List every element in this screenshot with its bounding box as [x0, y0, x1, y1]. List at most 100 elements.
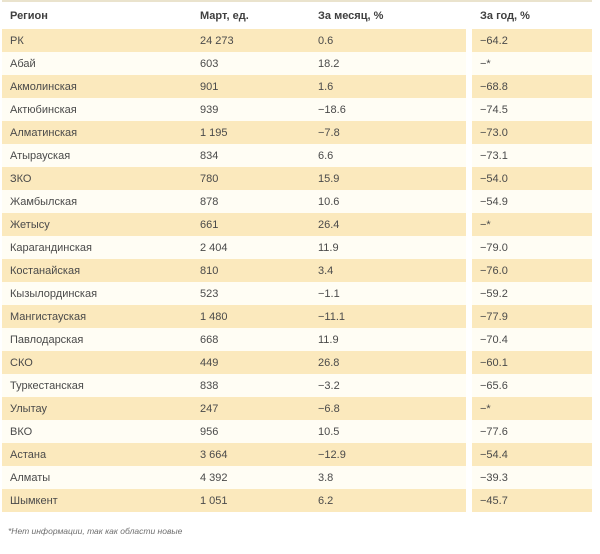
table-row: Шымкент 1 051 6.2 −45.7 — [2, 489, 592, 512]
table-row: Алматинская 1 195 −7.8 −73.0 — [2, 121, 592, 144]
table-row: Актюбинская 939 −18.6 −74.5 — [2, 98, 592, 121]
march-units-cell: 668 — [192, 328, 310, 351]
march-units-cell: 780 — [192, 167, 310, 190]
table-row: Жетысу 661 26.4 −* — [2, 213, 592, 236]
year-change-cell: −77.9 — [466, 305, 592, 328]
year-change-cell: −70.4 — [466, 328, 592, 351]
march-units-cell: 834 — [192, 144, 310, 167]
region-cell: Костанайская — [2, 259, 192, 282]
region-cell: Алматы — [2, 466, 192, 489]
month-change-cell: 26.8 — [310, 351, 466, 374]
region-cell: Астана — [2, 443, 192, 466]
month-change-cell: 15.9 — [310, 167, 466, 190]
month-change-cell: 0.6 — [310, 29, 466, 52]
year-change-cell: −* — [466, 213, 592, 236]
month-change-cell: −18.6 — [310, 98, 466, 121]
month-change-cell: −6.8 — [310, 397, 466, 420]
column-header-year-change: За год, % — [466, 2, 592, 29]
table-row: ЗКО 780 15.9 −54.0 — [2, 167, 592, 190]
year-change-cell: −54.4 — [466, 443, 592, 466]
year-change-cell: −73.1 — [466, 144, 592, 167]
march-units-cell: 939 — [192, 98, 310, 121]
table-row: Атырауская 834 6.6 −73.1 — [2, 144, 592, 167]
month-change-cell: 26.4 — [310, 213, 466, 236]
table-row: Улытау 247 −6.8 −* — [2, 397, 592, 420]
table-row: РК 24 273 0.6 −64.2 — [2, 29, 592, 52]
region-cell: РК — [2, 29, 192, 52]
region-cell: ЗКО — [2, 167, 192, 190]
table-row: Абай 603 18.2 −* — [2, 52, 592, 75]
month-change-cell: 11.9 — [310, 236, 466, 259]
column-header-march-units: Март, ед. — [192, 2, 310, 29]
region-cell: Туркестанская — [2, 374, 192, 397]
march-units-cell: 901 — [192, 75, 310, 98]
march-units-cell: 24 273 — [192, 29, 310, 52]
month-change-cell: −11.1 — [310, 305, 466, 328]
month-change-cell: 3.4 — [310, 259, 466, 282]
region-cell: Жетысу — [2, 213, 192, 236]
regions-table: Регион Март, ед. За месяц, % За год, % Р… — [2, 2, 592, 512]
march-units-cell: 810 — [192, 259, 310, 282]
table-row: ВКО 956 10.5 −77.6 — [2, 420, 592, 443]
march-units-cell: 2 404 — [192, 236, 310, 259]
march-units-cell: 878 — [192, 190, 310, 213]
column-header-region: Регион — [2, 2, 192, 29]
table-row: Астана 3 664 −12.9 −54.4 — [2, 443, 592, 466]
year-change-cell: −54.9 — [466, 190, 592, 213]
month-change-cell: 1.6 — [310, 75, 466, 98]
year-change-cell: −79.0 — [466, 236, 592, 259]
table-row: СКО 449 26.8 −60.1 — [2, 351, 592, 374]
table-row: Кызылординская 523 −1.1 −59.2 — [2, 282, 592, 305]
year-change-cell: −64.2 — [466, 29, 592, 52]
table-row: Павлодарская 668 11.9 −70.4 — [2, 328, 592, 351]
month-change-cell: 6.6 — [310, 144, 466, 167]
month-change-cell: 18.2 — [310, 52, 466, 75]
year-change-cell: −74.5 — [466, 98, 592, 121]
march-units-cell: 603 — [192, 52, 310, 75]
year-change-cell: −* — [466, 397, 592, 420]
region-cell: Атырауская — [2, 144, 192, 167]
march-units-cell: 956 — [192, 420, 310, 443]
region-cell: Алматинская — [2, 121, 192, 144]
region-cell: Абай — [2, 52, 192, 75]
march-units-cell: 523 — [192, 282, 310, 305]
region-cell: Улытау — [2, 397, 192, 420]
year-change-cell: −60.1 — [466, 351, 592, 374]
march-units-cell: 1 195 — [192, 121, 310, 144]
month-change-cell: 6.2 — [310, 489, 466, 512]
march-units-cell: 449 — [192, 351, 310, 374]
march-units-cell: 4 392 — [192, 466, 310, 489]
table-body: РК 24 273 0.6 −64.2 Абай 603 18.2 −* Акм… — [2, 29, 592, 512]
year-change-cell: −59.2 — [466, 282, 592, 305]
table-row: Туркестанская 838 −3.2 −65.6 — [2, 374, 592, 397]
table-footnote: *Нет информации, так как области новые — [8, 526, 183, 536]
month-change-cell: −3.2 — [310, 374, 466, 397]
month-change-cell: −7.8 — [310, 121, 466, 144]
region-cell: Актюбинская — [2, 98, 192, 121]
table-row: Алматы 4 392 3.8 −39.3 — [2, 466, 592, 489]
regions-table-container: Регион Март, ед. За месяц, % За год, % Р… — [2, 0, 592, 512]
year-change-cell: −77.6 — [466, 420, 592, 443]
region-cell: Акмолинская — [2, 75, 192, 98]
column-header-month-change: За месяц, % — [310, 2, 466, 29]
year-change-cell: −* — [466, 52, 592, 75]
month-change-cell: −1.1 — [310, 282, 466, 305]
region-cell: Кызылординская — [2, 282, 192, 305]
month-change-cell: 11.9 — [310, 328, 466, 351]
march-units-cell: 838 — [192, 374, 310, 397]
table-row: Костанайская 810 3.4 −76.0 — [2, 259, 592, 282]
region-cell: Мангистауская — [2, 305, 192, 328]
year-change-cell: −45.7 — [466, 489, 592, 512]
month-change-cell: 10.6 — [310, 190, 466, 213]
region-cell: Шымкент — [2, 489, 192, 512]
region-cell: Карагандинская — [2, 236, 192, 259]
region-cell: Павлодарская — [2, 328, 192, 351]
march-units-cell: 661 — [192, 213, 310, 236]
year-change-cell: −54.0 — [466, 167, 592, 190]
region-cell: ВКО — [2, 420, 192, 443]
march-units-cell: 1 480 — [192, 305, 310, 328]
table-row: Мангистауская 1 480 −11.1 −77.9 — [2, 305, 592, 328]
march-units-cell: 1 051 — [192, 489, 310, 512]
march-units-cell: 3 664 — [192, 443, 310, 466]
